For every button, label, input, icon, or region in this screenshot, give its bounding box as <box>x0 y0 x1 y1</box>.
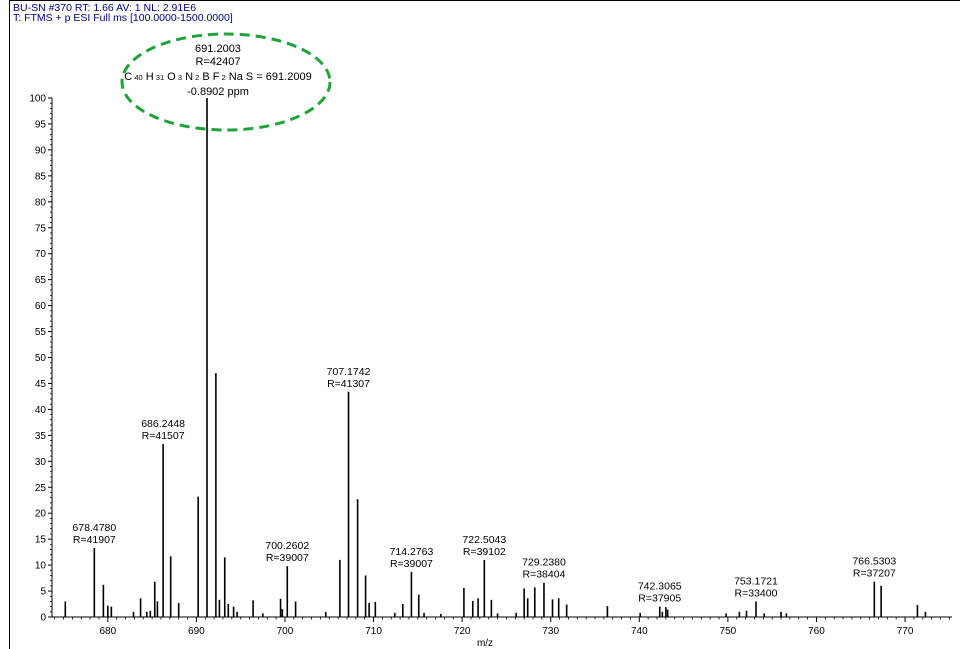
filter-header: T: FTMS + p ESI Full ms [100.0000-1500.0… <box>13 12 233 24</box>
y-tick-label: 90 <box>35 145 47 156</box>
y-tick-label: 0 <box>40 613 46 624</box>
peak-mz-label: 766.5303 <box>852 556 896 568</box>
y-tick-label: 15 <box>35 535 47 546</box>
x-axis-label: m/z <box>477 638 493 649</box>
peak-mz-label: 753.1721 <box>734 575 778 587</box>
axes: 0 5 10 15 20 25 30 35 40 45 50 55 60 65 70 75 80 85 90 95 10… <box>29 94 952 637</box>
y-tick-label: 55 <box>35 327 47 338</box>
y-tick-label: 85 <box>35 171 47 182</box>
peak-mz-label: 678.4780 <box>72 522 116 534</box>
peak-mz-label: 729.2380 <box>522 557 566 569</box>
y-tick-label: 70 <box>35 249 47 260</box>
annotation-mz: 691.2003 <box>195 43 241 55</box>
x-tick-label: 710 <box>365 626 382 637</box>
y-tick-label: 100 <box>29 94 46 105</box>
x-tick-label: 690 <box>188 626 205 637</box>
spectrum-frame <box>9 0 960 649</box>
peak-resolution-label: R=41907 <box>73 534 116 546</box>
y-tick-label: 80 <box>35 197 47 208</box>
y-tick-label: 10 <box>35 561 47 572</box>
y-tick-label: 45 <box>35 379 47 390</box>
peak-mz-label: 700.2602 <box>265 540 309 552</box>
y-tick-label: 65 <box>35 275 47 286</box>
formula-annotation: 691.2003 R=42407 C 40 H 31 O 3 N 2 B F 2… <box>120 32 332 132</box>
annotation-resolution: R=42407 <box>196 56 241 68</box>
x-tick-label: 700 <box>277 626 294 637</box>
peak-mz-label: 722.5043 <box>462 534 506 546</box>
y-tick-label: 60 <box>35 301 47 312</box>
x-tick-label: 730 <box>542 626 559 637</box>
peak-resolution-label: R=39102 <box>463 546 506 558</box>
x-tick-label: 760 <box>808 626 825 637</box>
highlight-ellipse <box>120 32 332 132</box>
peak-mz-label: 707.1742 <box>327 366 371 378</box>
y-tick-label: 25 <box>35 483 47 494</box>
y-tick-label: 40 <box>35 405 47 416</box>
peak-series <box>64 98 927 617</box>
peak-resolution-label: R=39007 <box>266 552 309 564</box>
peak-resolution-label: R=37905 <box>638 593 681 605</box>
peak-resolution-label: R=41507 <box>142 430 185 442</box>
y-tick-label: 5 <box>40 587 46 598</box>
x-tick-label: 770 <box>897 626 914 637</box>
x-tick-label: 740 <box>631 626 648 637</box>
x-tick-label: 720 <box>454 626 471 637</box>
peak-resolution-label: R=38404 <box>523 569 566 581</box>
y-tick-label: 20 <box>35 509 47 520</box>
annotation-ppm: -0.8902 ppm <box>187 86 249 98</box>
peak-resolution-label: R=41307 <box>327 378 370 390</box>
peak-resolution-label: R=39007 <box>390 558 433 570</box>
peak-resolution-label: R=33400 <box>735 587 778 599</box>
peak-mz-label: 742.3065 <box>638 581 682 593</box>
peak-mz-label: 714.2763 <box>390 546 434 558</box>
annotation-formula: C 40 H 31 O 3 N 2 B F 2 Na S = 691.2009 <box>124 71 311 83</box>
peak-labels: 678.4780R=41907686.2448R=41507700.2602R=… <box>72 366 896 605</box>
x-tick-label: 750 <box>720 626 737 637</box>
y-tick-label: 50 <box>35 353 47 364</box>
y-tick-label: 35 <box>35 431 47 442</box>
y-tick-label: 95 <box>35 119 47 130</box>
y-tick-label: 30 <box>35 457 47 468</box>
x-tick-label: 680 <box>99 626 116 637</box>
peak-resolution-label: R=37207 <box>853 568 896 580</box>
y-tick-label: 75 <box>35 223 47 234</box>
peak-mz-label: 686.2448 <box>141 418 185 430</box>
scan-header: BU-SN #370 RT: 1.66 AV: 1 NL: 2.91E6 <box>13 2 197 14</box>
